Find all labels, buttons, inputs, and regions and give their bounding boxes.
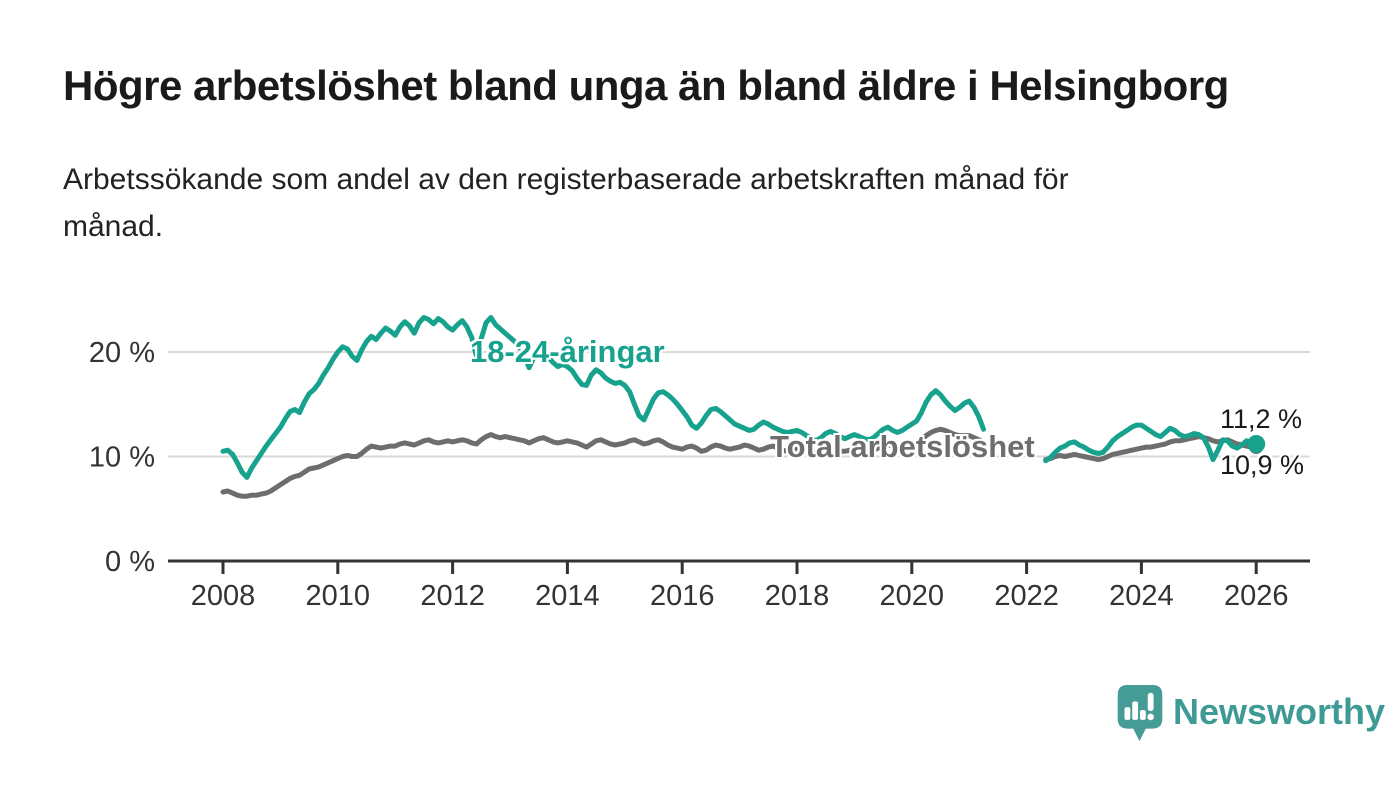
series-line-youth xyxy=(1043,422,1259,464)
page-title: Högre arbetslöshet bland unga än bland ä… xyxy=(63,62,1229,109)
newsworthy-logo-text: Newsworthy xyxy=(1173,691,1386,732)
x-axis-tick-label: 2020 xyxy=(880,580,945,612)
chart-subtitle-line-2: månad. xyxy=(63,210,164,243)
chart-subtitle: Arbetssökande som andel av den registerb… xyxy=(63,156,1343,250)
end-value-label-youth: 11,2 % xyxy=(1220,404,1303,434)
chart-subtitle-line-1: Arbetssökande som andel av den registerb… xyxy=(63,163,1069,196)
series-end-dot-youth xyxy=(1247,434,1266,453)
newsworthy-logo: Newsworthy xyxy=(1116,684,1385,746)
x-axis-tick-label: 2014 xyxy=(535,580,600,612)
x-axis-tick-label: 2024 xyxy=(1109,580,1174,612)
series-label-youth: 18-24-åringar xyxy=(470,334,665,369)
x-axis-tick-label: 2010 xyxy=(306,580,371,612)
series-label-total: Total arbetslöshet xyxy=(770,429,1035,464)
x-axis-tick-label: 2026 xyxy=(1224,580,1289,612)
end-value-label-total: 10,9 % xyxy=(1220,450,1305,480)
y-axis-tick-label: 20 % xyxy=(89,337,155,369)
x-axis-tick-label: 2016 xyxy=(650,580,715,612)
x-axis-tick-label: 2022 xyxy=(994,580,1059,612)
x-axis-tick-label: 2012 xyxy=(420,580,485,612)
x-axis-tick-label: 2008 xyxy=(191,580,256,612)
bar-chart-speech-bubble-icon xyxy=(1117,684,1163,742)
y-axis-tick-label: 0 % xyxy=(105,546,155,578)
y-axis-tick-label: 10 % xyxy=(89,442,155,474)
series-line-total xyxy=(220,426,986,499)
x-axis-tick-label: 2018 xyxy=(765,580,830,612)
series-line-youth xyxy=(220,315,986,480)
